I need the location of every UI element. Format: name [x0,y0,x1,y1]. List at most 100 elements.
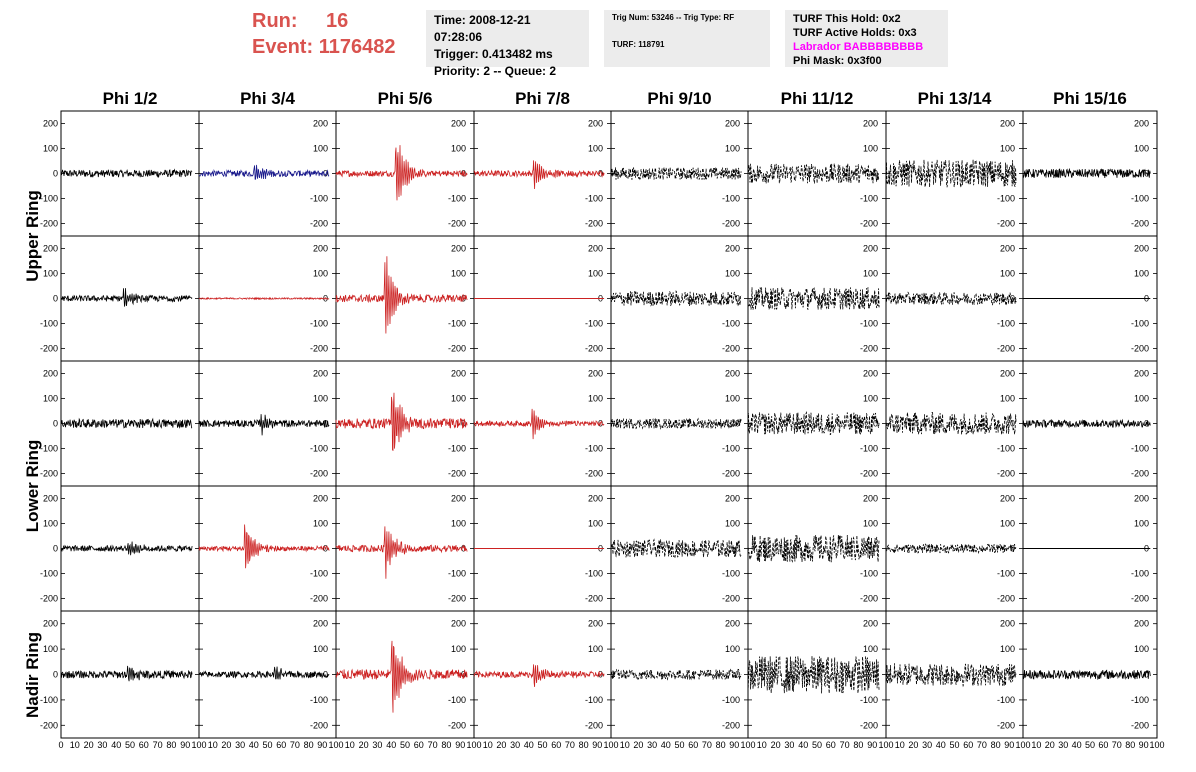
y-tick-label: -200 [860,219,878,229]
y-tick-label: -200 [722,720,740,730]
y-tick-label: 200 [1134,244,1149,254]
x-tick-label: 10 [345,740,355,750]
x-tick-label: 90 [867,740,877,750]
waveform-line [747,163,880,184]
y-tick-label: -200 [1131,720,1149,730]
waveform-line [60,168,193,179]
y-tick-label: 200 [588,619,603,629]
y-tick-label: 200 [451,369,466,379]
y-tick-label: -200 [310,219,328,229]
x-tick-label: 70 [702,740,712,750]
y-tick-label: 100 [313,519,328,529]
y-tick-label: 200 [313,244,328,254]
y-tick-label: -100 [448,569,466,579]
y-tick-label: 200 [313,619,328,629]
y-tick-label: 200 [588,494,603,504]
x-tick-label: 80 [991,740,1001,750]
waveform-line [198,296,330,301]
y-tick-label: 100 [313,144,328,154]
x-tick-label: 10 [1031,740,1041,750]
y-tick-label: -200 [860,344,878,354]
waveform-line [747,411,880,436]
y-tick-label: -200 [448,720,466,730]
y-tick-label: 0 [323,169,328,179]
y-tick-label: 0 [53,670,58,680]
waveform-line [198,414,330,436]
y-tick-label: -200 [585,344,603,354]
x-tick-label: 10 [620,740,630,750]
y-tick-label: 200 [863,119,878,129]
waveform-line [60,288,193,307]
y-tick-label: -200 [40,720,58,730]
y-tick-label: 100 [313,394,328,404]
x-tick-label: 50 [537,740,547,750]
x-tick-label: 70 [1112,740,1122,750]
y-tick-label: 0 [735,294,740,304]
y-tick-label: 200 [313,119,328,129]
y-tick-label: -100 [997,695,1015,705]
y-tick-label: -200 [310,469,328,479]
x-tick-label: 80 [853,740,863,750]
y-tick-label: -100 [860,194,878,204]
y-tick-label: 100 [725,394,740,404]
turf-info-box: TURF This Hold: 0x2 TURF Active Holds: 0… [785,10,948,67]
y-tick-label: -100 [448,319,466,329]
y-tick-label: -200 [997,219,1015,229]
x-tick-label: 30 [235,740,245,750]
x-tick-label: 30 [97,740,107,750]
x-tick-label: 100 [466,740,481,750]
y-tick-label: -200 [310,720,328,730]
x-tick-label: 10 [757,740,767,750]
turf-text: TURF: 118791 [612,40,665,49]
y-tick-label: -200 [860,469,878,479]
y-tick-label: 0 [873,419,878,429]
waveform-line [473,664,605,687]
y-tick-label: 200 [43,119,58,129]
x-tick-label: 30 [784,740,794,750]
x-tick-label: 90 [455,740,465,750]
y-tick-label: 200 [725,494,740,504]
y-tick-label: -100 [310,194,328,204]
y-tick-label: -200 [448,594,466,604]
y-tick-label: 200 [43,494,58,504]
y-tick-label: -100 [1131,444,1149,454]
y-tick-label: 0 [53,544,58,554]
y-tick-label: 0 [735,544,740,554]
y-tick-label: -100 [1131,569,1149,579]
y-tick-label: 200 [1000,119,1015,129]
x-tick-label: 80 [304,740,314,750]
y-tick-label: 200 [1134,369,1149,379]
x-tick-label: 20 [496,740,506,750]
x-tick-label: 20 [633,740,643,750]
y-tick-label: 200 [725,369,740,379]
y-tick-label: -100 [997,194,1015,204]
x-tick-label: 40 [661,740,671,750]
y-tick-label: 100 [1000,644,1015,654]
y-tick-label: -100 [585,695,603,705]
waveform-line [473,408,605,440]
y-tick-label: -100 [997,569,1015,579]
y-tick-label: -100 [1131,319,1149,329]
y-tick-label: 100 [863,269,878,279]
ring-title: Lower Ring [23,440,42,533]
y-tick-label: -200 [722,344,740,354]
time-text: Time: 2008-12-21 07:28:06 [434,13,531,44]
x-tick-label: 50 [262,740,272,750]
trigger-text: Trigger: 0.413482 ms [434,47,553,61]
y-tick-label: -200 [997,469,1015,479]
y-tick-label: 200 [863,244,878,254]
waveform-line [335,640,468,713]
x-tick-label: 70 [290,740,300,750]
y-tick-label: -200 [310,344,328,354]
y-tick-label: -200 [1131,594,1149,604]
x-tick-label: 80 [441,740,451,750]
